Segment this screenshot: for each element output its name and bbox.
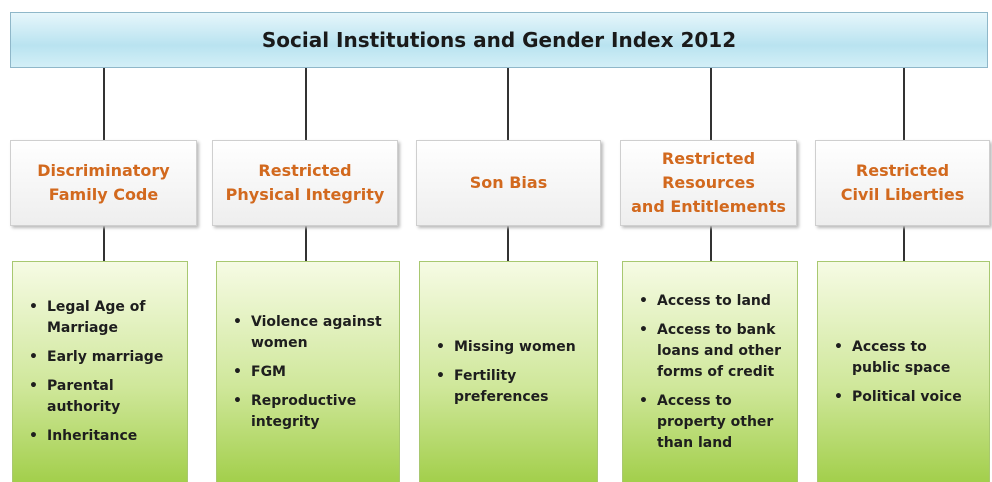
category-label: and Entitlements (631, 197, 786, 216)
category-label: Civil Liberties (840, 185, 965, 204)
category-box: Restricted Physical Integrity (212, 140, 398, 226)
indicator-item: Access to public space (832, 337, 977, 379)
category-box: Restricted Civil Liberties (815, 140, 990, 226)
indicator-item: Access to bank loans and other forms of … (637, 320, 785, 383)
connector (305, 226, 307, 261)
connector (507, 226, 509, 261)
category-label: Restricted (855, 161, 950, 180)
category-box: Discriminatory Family Code (10, 140, 197, 226)
indicator-box: Missing women Fertility preferences (419, 261, 598, 482)
connector (710, 226, 712, 261)
connector (103, 68, 105, 140)
indicator-box: Violence against women FGM Reproductive in… (216, 261, 400, 482)
indicator-item: Legal Age of Marriage (27, 297, 175, 339)
title-bar: Social Institutions and Gender Index 201… (10, 12, 988, 68)
category-box: Son Bias (416, 140, 601, 226)
connector (103, 226, 105, 261)
indicator-item: Political voice (832, 387, 977, 408)
indicator-item: FGM (231, 362, 387, 383)
category-label: Discriminatory (37, 161, 170, 180)
category-label: Restricted (258, 161, 352, 180)
category-label: Family Code (48, 185, 159, 204)
category-label: Restricted (661, 149, 756, 168)
connector (305, 68, 307, 140)
connector (507, 68, 509, 140)
category-label: Son Bias (469, 173, 548, 192)
indicator-item: Reproductive integrity (231, 391, 387, 433)
indicator-item: Access to property other than land (637, 391, 785, 454)
connector (710, 68, 712, 140)
indicator-item: Violence against women (231, 312, 387, 354)
indicator-item: Fertility preferences (434, 366, 585, 408)
category-box: Restricted Resources and Entitlements (620, 140, 797, 226)
category-label: Physical Integrity (225, 185, 385, 204)
category-label: Resources (662, 173, 755, 192)
indicator-item: Missing women (434, 337, 585, 358)
indicator-box: Access to public space Political voice (817, 261, 990, 482)
indicator-item: Early marriage (27, 347, 175, 368)
indicator-item: Access to land (637, 291, 785, 312)
indicator-box: Legal Age of Marriage Early marriage Paren… (12, 261, 188, 482)
connector (903, 226, 905, 261)
connector (903, 68, 905, 140)
indicator-item: Inheritance (27, 426, 175, 447)
indicator-box: Access to land Access to bank loans and o… (622, 261, 798, 482)
indicator-item: Parental authority (27, 376, 175, 418)
